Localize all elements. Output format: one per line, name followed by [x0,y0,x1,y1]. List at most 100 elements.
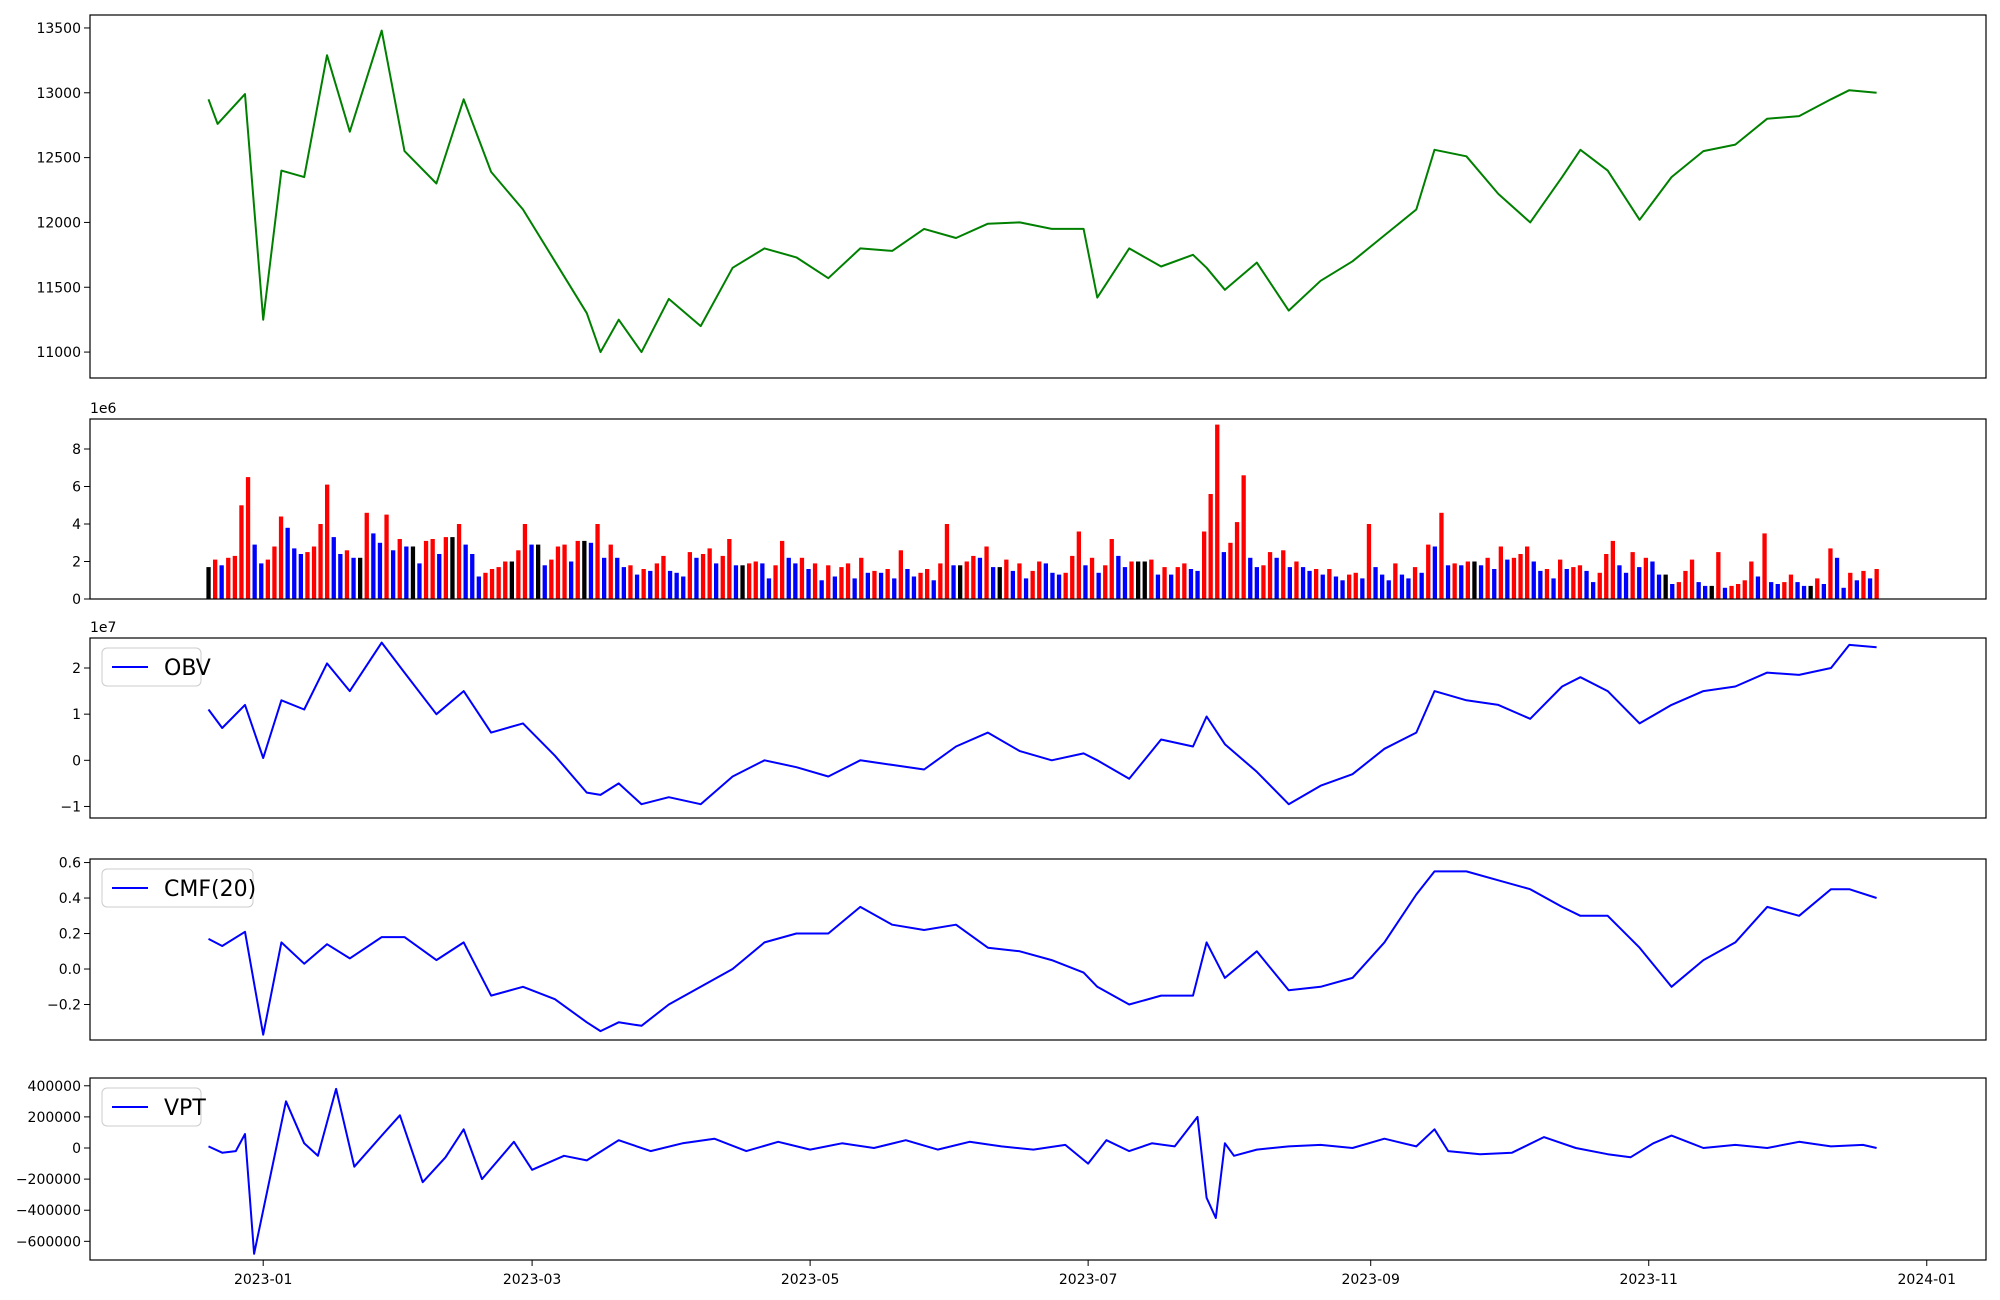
volume-bar [1307,570,1312,599]
volume-bar [608,544,613,599]
volume-bar [674,572,679,600]
volume-bar [602,557,607,600]
volume-bar [799,557,805,600]
volume-bar [1129,561,1134,599]
volume-bar [410,546,416,599]
volume-bar [1465,561,1470,599]
volume-bar [931,580,936,600]
volume-bar [885,569,890,599]
y-tick-label: −200000 [16,1172,81,1188]
volume-bar [1314,569,1319,599]
volume-bar [1841,587,1846,600]
volume-bar [1485,557,1490,600]
volume-bar [727,539,732,599]
volume-bar [1182,563,1187,599]
volume-bar [1076,531,1081,599]
volume-bar [489,569,495,599]
volume-bar [1432,546,1437,599]
volume-bar [259,563,264,599]
volume-bar [331,537,336,599]
volume-bar [391,550,396,600]
volume-bar [997,567,1002,599]
volume-bar [1234,522,1240,599]
volume-bar [1386,580,1391,600]
y-tick-label: 0.2 [59,927,81,943]
volume-bar [1867,578,1873,599]
x-tick-label: 2023-05 [781,1272,840,1288]
volume-bar [747,563,752,599]
volume-bar [707,548,712,599]
volume-bar [1327,569,1332,599]
volume-bar [1294,561,1299,599]
volume-bar [1459,565,1464,600]
volume-bar [938,563,943,599]
volume-bar [338,554,343,599]
volume-bar [1353,572,1358,600]
legend-box [101,647,202,687]
series-line-obv [207,641,1877,806]
volume-bar [1716,552,1721,599]
volume-bar [1637,567,1642,599]
y-tick-label: −600000 [16,1234,81,1250]
volume-bar [1782,582,1787,599]
volume-bar [1320,574,1325,599]
volume-bar [1551,578,1556,599]
y-tick-label: 11500 [36,280,81,296]
volume-bar [1373,567,1378,599]
x-tick-label: 2023-11 [1619,1272,1678,1288]
volume-bar [1505,559,1510,599]
volume-bar [1406,578,1411,599]
volume-bar [1188,569,1194,599]
volume-bar [1755,576,1761,599]
volume-bar [892,578,897,599]
volume-bar [991,567,996,599]
y-tick-label: −0.2 [47,998,81,1014]
volume-bar [1689,559,1695,599]
y-tick-label: 6 [72,480,81,496]
volume-bar [1300,567,1306,599]
volume-bar [516,550,521,600]
y-tick-label: 13000 [36,86,81,102]
volume-bar [1749,561,1754,599]
volume-bar [1248,557,1253,600]
volume-bar [1023,578,1029,599]
volume-bar [1221,552,1226,599]
axis-offset-label: 1e6 [90,401,117,417]
volume-bar [285,527,290,600]
volume-bar [1558,559,1563,599]
volume-bar [971,555,976,599]
volume-bar [483,572,488,600]
volume-bar [1544,569,1550,599]
volume-bar [740,565,745,600]
volume-bar [878,572,884,600]
y-tick-label: 0 [72,753,81,769]
volume-bar [806,569,811,599]
volume-bar [654,563,659,599]
volume-bar [648,570,653,599]
volume-bar [615,557,620,600]
volume-bar [371,533,376,599]
volume-bar [958,565,963,600]
volume-bar [911,576,917,599]
volume-bar [325,484,330,599]
volume-bar [1623,572,1629,600]
volume-bar [1399,574,1405,599]
volume-bar [1525,546,1530,599]
volume-bar [404,546,409,599]
volume-bar [219,565,224,600]
y-tick-label: 2 [72,661,81,677]
volume-bar [1109,539,1114,599]
y-tick-label: 1 [72,707,81,723]
volume-bar [1452,563,1457,599]
volume-bar [542,565,547,600]
volume-bar [1670,584,1675,599]
volume-bar [1202,531,1207,599]
volume-bar [641,569,646,599]
volume-bar [298,554,303,599]
volume-bar [793,563,798,599]
volume-bar [1696,582,1701,599]
volume-bar [1769,582,1774,599]
volume-bar [239,505,244,600]
volume-bar [1511,557,1517,600]
